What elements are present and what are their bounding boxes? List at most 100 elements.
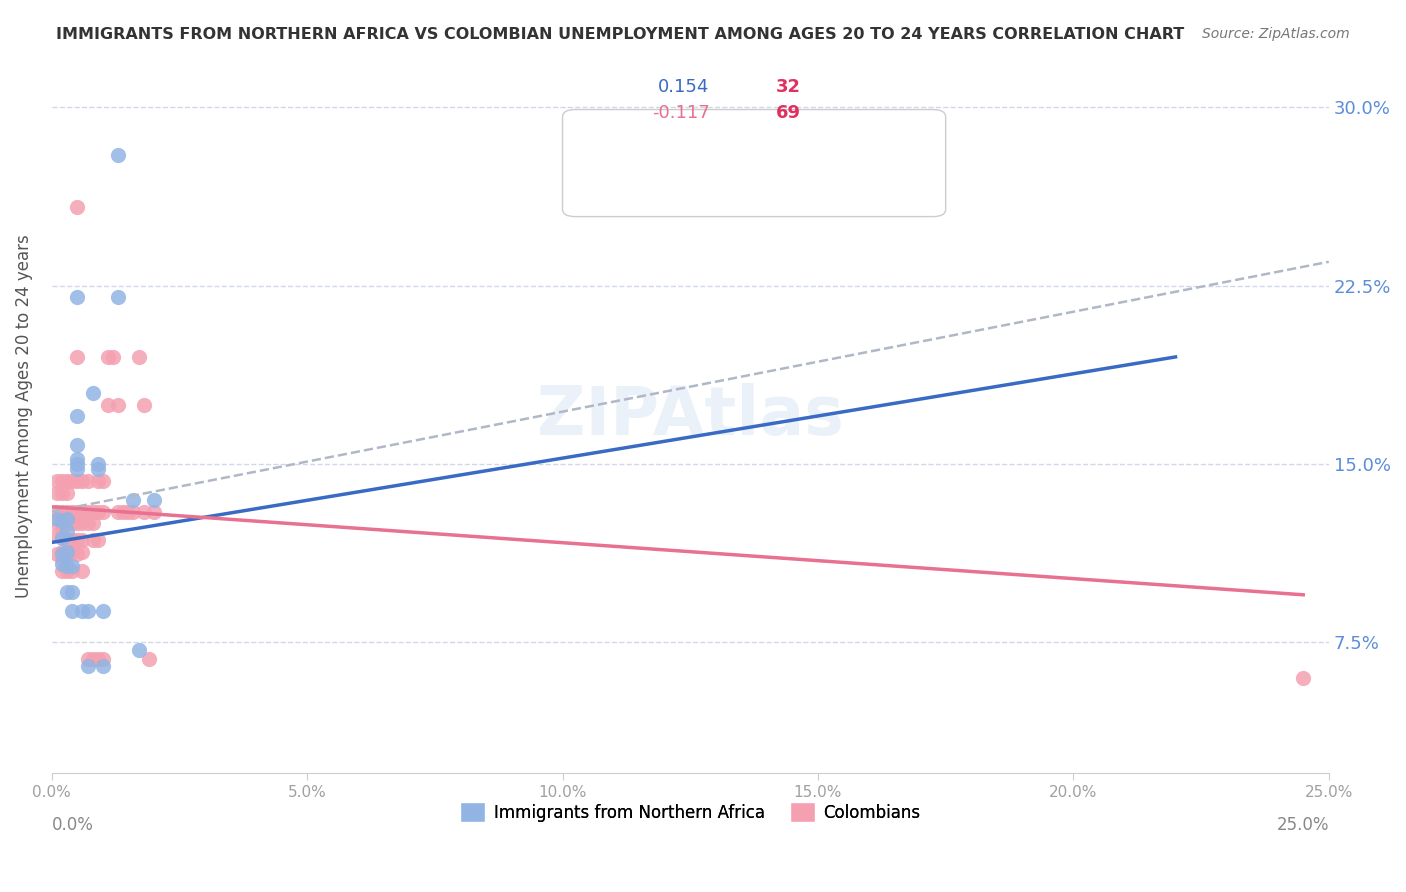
Point <box>51 504 73 518</box>
Point <box>72 533 94 547</box>
Point <box>76 474 98 488</box>
Point <box>45 547 67 561</box>
Point <box>66 547 89 561</box>
Point <box>60 474 83 488</box>
Point <box>51 557 73 571</box>
Point <box>45 511 67 525</box>
Point <box>66 504 89 518</box>
Point <box>101 350 124 364</box>
Point <box>91 604 114 618</box>
Point <box>82 516 104 531</box>
Point <box>56 524 79 538</box>
Point <box>107 397 129 411</box>
Point <box>45 516 67 531</box>
Point <box>132 504 155 518</box>
Text: IMMIGRANTS FROM NORTHERN AFRICA VS COLOMBIAN UNEMPLOYMENT AMONG AGES 20 TO 24 YE: IMMIGRANTS FROM NORTHERN AFRICA VS COLOM… <box>56 27 1184 42</box>
Point <box>56 547 79 561</box>
Point <box>112 504 135 518</box>
Point <box>66 474 89 488</box>
Point <box>82 652 104 666</box>
Point <box>51 531 73 545</box>
Point <box>82 504 104 518</box>
Text: 69: 69 <box>776 104 801 122</box>
Point <box>72 516 94 531</box>
Text: 0.154: 0.154 <box>658 78 710 95</box>
Point <box>82 533 104 547</box>
Point <box>56 585 79 599</box>
Point <box>87 461 110 475</box>
Point <box>60 564 83 578</box>
Point <box>56 504 79 518</box>
Point <box>51 564 73 578</box>
Point <box>128 642 150 657</box>
Point <box>1292 671 1315 685</box>
Point <box>66 438 89 452</box>
Point <box>72 604 94 618</box>
FancyBboxPatch shape <box>562 110 946 217</box>
Point <box>91 504 114 518</box>
Text: 32: 32 <box>776 78 801 95</box>
Point <box>45 474 67 488</box>
Point <box>60 559 83 574</box>
Text: 0.0%: 0.0% <box>52 816 94 834</box>
Point <box>45 485 67 500</box>
Point <box>87 652 110 666</box>
Point <box>56 485 79 500</box>
Point <box>87 474 110 488</box>
Point <box>66 533 89 547</box>
Point <box>51 485 73 500</box>
Point <box>87 533 110 547</box>
Point <box>87 457 110 471</box>
Point <box>45 528 67 542</box>
Point <box>117 504 139 518</box>
Text: Source: ZipAtlas.com: Source: ZipAtlas.com <box>1202 27 1350 41</box>
Point <box>66 290 89 304</box>
Point <box>128 350 150 364</box>
Point <box>72 564 94 578</box>
Point <box>60 504 83 518</box>
Point <box>60 585 83 599</box>
Point <box>76 652 98 666</box>
Point <box>51 474 73 488</box>
Point <box>142 504 165 518</box>
Point <box>51 514 73 528</box>
Point <box>56 474 79 488</box>
Point <box>97 397 120 411</box>
Point <box>60 516 83 531</box>
Point <box>72 545 94 559</box>
Y-axis label: Unemployment Among Ages 20 to 24 years: Unemployment Among Ages 20 to 24 years <box>15 235 32 599</box>
Point <box>91 659 114 673</box>
Point <box>66 409 89 424</box>
Point <box>60 545 83 559</box>
Point <box>56 516 79 531</box>
Point <box>76 504 98 518</box>
Point <box>132 397 155 411</box>
Point <box>66 516 89 531</box>
Point <box>97 350 120 364</box>
Point <box>66 200 89 214</box>
Point <box>107 290 129 304</box>
Point <box>66 452 89 467</box>
Point <box>107 147 129 161</box>
Point <box>72 474 94 488</box>
Point <box>107 504 129 518</box>
Point <box>51 528 73 542</box>
Point <box>76 516 98 531</box>
Point <box>91 474 114 488</box>
Point <box>56 511 79 525</box>
Point <box>82 385 104 400</box>
Point <box>56 564 79 578</box>
Point <box>76 604 98 618</box>
Point <box>56 545 79 559</box>
Point <box>66 461 89 475</box>
Point <box>66 350 89 364</box>
Text: -0.117: -0.117 <box>652 104 710 122</box>
Point <box>60 533 83 547</box>
Point <box>60 604 83 618</box>
Point <box>51 547 73 561</box>
Point <box>122 492 145 507</box>
Point <box>138 652 160 666</box>
Point <box>51 552 73 566</box>
Point <box>87 504 110 518</box>
Point <box>56 533 79 547</box>
